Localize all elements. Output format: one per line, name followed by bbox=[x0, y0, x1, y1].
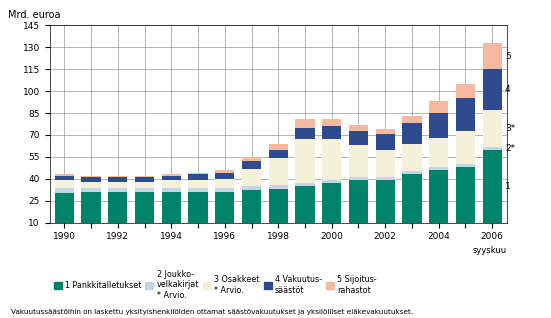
Bar bbox=[402, 174, 422, 223]
Bar bbox=[188, 173, 208, 174]
Bar bbox=[322, 119, 342, 126]
Bar bbox=[108, 188, 127, 192]
Bar bbox=[82, 177, 101, 182]
Bar bbox=[82, 182, 101, 188]
Bar bbox=[135, 192, 154, 223]
Text: syyskuu: syyskuu bbox=[473, 246, 507, 255]
Bar bbox=[135, 182, 154, 188]
Text: 2*: 2* bbox=[505, 144, 515, 153]
Bar bbox=[402, 123, 422, 144]
Bar bbox=[429, 167, 449, 170]
Bar bbox=[483, 110, 502, 147]
Bar bbox=[349, 180, 368, 223]
Bar bbox=[161, 176, 181, 180]
Bar bbox=[429, 138, 449, 167]
Bar bbox=[429, 113, 449, 138]
Bar bbox=[82, 192, 101, 223]
Text: 1: 1 bbox=[505, 182, 511, 190]
Legend: 1 Pankkitalletukset, 2 Joukko-
velkakirjat
* Arvio., 3 Osakkeet
* Arvio., 4 Vaku: 1 Pankkitalletukset, 2 Joukko- velkakirj… bbox=[53, 270, 377, 300]
Bar bbox=[483, 43, 502, 69]
Bar bbox=[135, 188, 154, 192]
Bar bbox=[215, 170, 234, 173]
Bar bbox=[135, 177, 154, 182]
Bar bbox=[376, 177, 395, 180]
Bar bbox=[376, 149, 395, 177]
Bar bbox=[483, 149, 502, 223]
Bar bbox=[483, 69, 502, 110]
Bar bbox=[322, 183, 342, 223]
Bar bbox=[188, 174, 208, 180]
Bar bbox=[108, 177, 127, 182]
Bar bbox=[242, 190, 261, 223]
Bar bbox=[295, 139, 315, 183]
Bar bbox=[295, 183, 315, 186]
Bar bbox=[402, 116, 422, 123]
Bar bbox=[456, 167, 475, 223]
Bar bbox=[108, 176, 127, 177]
Bar bbox=[402, 171, 422, 174]
Bar bbox=[215, 192, 234, 223]
Bar bbox=[295, 186, 315, 223]
Bar bbox=[242, 157, 261, 161]
Bar bbox=[82, 176, 101, 177]
Bar bbox=[456, 99, 475, 131]
Text: 4: 4 bbox=[505, 85, 511, 94]
Bar bbox=[349, 131, 368, 145]
Bar bbox=[429, 170, 449, 223]
Bar bbox=[456, 84, 475, 99]
Bar bbox=[349, 177, 368, 180]
Bar bbox=[376, 134, 395, 149]
Bar bbox=[161, 174, 181, 176]
Bar bbox=[242, 186, 261, 190]
Bar bbox=[483, 147, 502, 149]
Bar bbox=[188, 188, 208, 192]
Bar bbox=[161, 180, 181, 188]
Bar bbox=[55, 176, 74, 180]
Bar bbox=[349, 125, 368, 131]
Bar bbox=[376, 180, 395, 223]
Bar bbox=[376, 129, 395, 134]
Bar bbox=[269, 189, 288, 223]
Bar bbox=[269, 144, 288, 149]
Bar bbox=[108, 182, 127, 188]
Bar bbox=[135, 176, 154, 177]
Bar bbox=[456, 131, 475, 164]
Bar bbox=[108, 192, 127, 223]
Bar bbox=[269, 149, 288, 158]
Bar bbox=[161, 192, 181, 223]
Text: 5: 5 bbox=[505, 52, 511, 61]
Bar bbox=[82, 188, 101, 192]
Bar bbox=[429, 101, 449, 113]
Text: 3*: 3* bbox=[505, 124, 515, 133]
Bar bbox=[295, 128, 315, 139]
Bar bbox=[269, 185, 288, 189]
Bar bbox=[161, 188, 181, 192]
Bar bbox=[322, 180, 342, 183]
Bar bbox=[295, 119, 315, 128]
Text: Mrd. euroa: Mrd. euroa bbox=[8, 10, 61, 19]
Bar bbox=[242, 161, 261, 169]
Bar bbox=[269, 158, 288, 185]
Bar bbox=[55, 193, 74, 223]
Bar bbox=[188, 180, 208, 188]
Bar bbox=[188, 192, 208, 223]
Bar bbox=[215, 173, 234, 179]
Bar bbox=[55, 180, 74, 188]
Bar bbox=[456, 164, 475, 167]
Bar bbox=[242, 169, 261, 186]
Bar bbox=[402, 144, 422, 171]
Bar bbox=[55, 188, 74, 193]
Bar bbox=[322, 126, 342, 139]
Bar bbox=[55, 174, 74, 176]
Text: Vakuutussäästöihin on laskettu yksityishenkilöiden ottamat säästövakuutukset ja : Vakuutussäästöihin on laskettu yksityish… bbox=[11, 309, 413, 315]
Bar bbox=[215, 179, 234, 188]
Bar bbox=[215, 188, 234, 192]
Bar bbox=[349, 145, 368, 177]
Bar bbox=[322, 139, 342, 180]
